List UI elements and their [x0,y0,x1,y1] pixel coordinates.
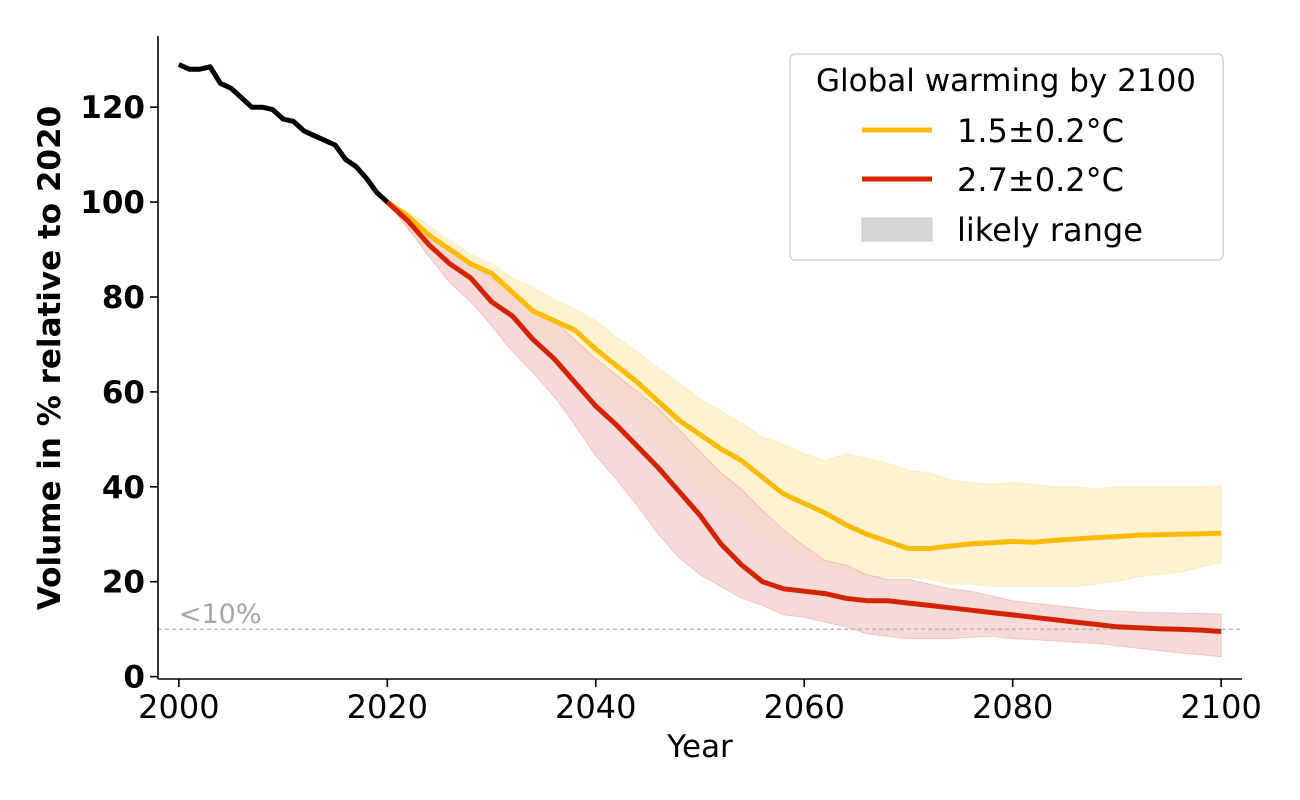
x-axis-label: Year [666,729,733,765]
legend-frame [789,53,1224,261]
band-2-7-0-2-c [386,201,1222,658]
y-tick-label: 0 [123,660,145,696]
x-axis-ticks: 2000 2020 2040 2060 2080 2100 [138,679,1262,726]
threshold-label: <10% [179,599,262,630]
y-axis-ticks: 0 20 40 60 80 100 120 [80,90,158,696]
y-tick-label: 120 [80,90,145,126]
legend: Global warming by 2100 1.5±0.2°C 2.7±0.2… [789,53,1224,261]
y-tick-label: 100 [80,185,145,221]
legend-swatch-likely-range [861,217,933,242]
likely-range-bands [385,200,1222,658]
x-tick-label: 2040 [555,688,636,726]
y-axis-label: Volume in % relative to 2020 [32,106,68,610]
line-2-7-0-2-c [385,200,1222,634]
legend-label-likely-range: likely range [957,211,1143,249]
y-tick-label: 60 [102,375,145,411]
x-tick-label: 2100 [1180,688,1261,726]
line-1-5-0-2-c [385,200,1222,551]
x-tick-label: 2060 [764,688,845,726]
legend-label-2-7c: 2.7±0.2°C [957,161,1124,199]
x-tick-label: 2000 [138,688,219,726]
y-tick-label: 20 [102,565,145,601]
series-lines [177,62,1222,634]
line-observed [177,62,389,204]
legend-title: Global warming by 2100 [816,63,1196,99]
x-tick-label: 2020 [347,688,428,726]
legend-label-1-5c: 1.5±0.2°C [957,112,1124,150]
y-tick-label: 80 [102,280,145,316]
x-tick-label: 2080 [972,688,1053,726]
y-tick-label: 40 [102,470,145,506]
